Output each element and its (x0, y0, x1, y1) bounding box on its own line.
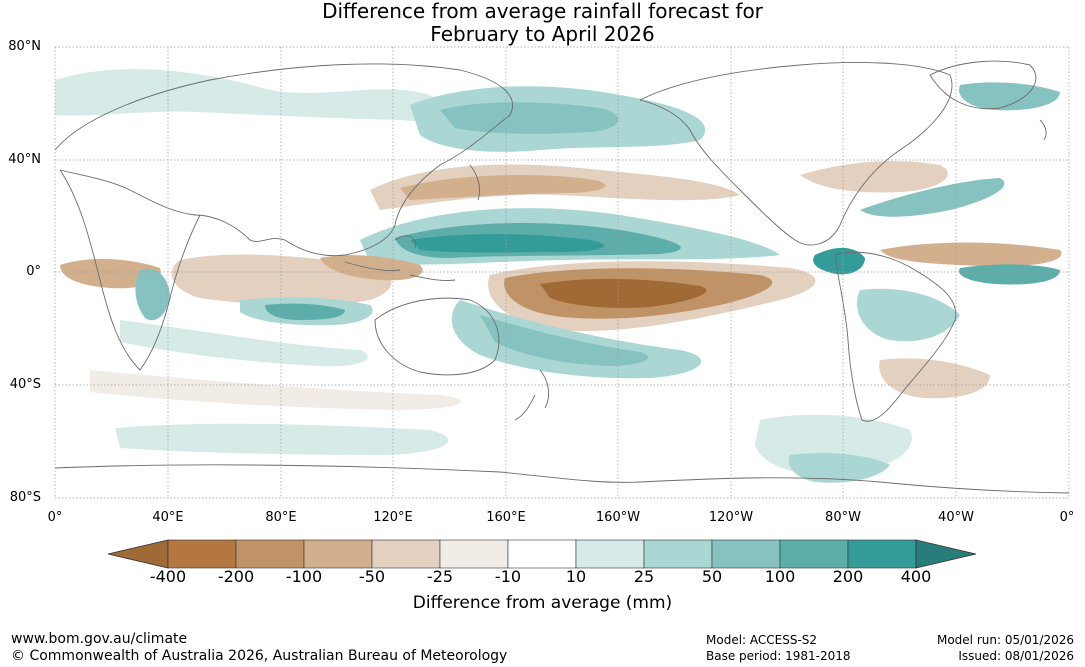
legend-swatch (507, 539, 577, 569)
legend-tick: -10 (494, 567, 522, 586)
lon-label-0-west: 0° (47, 510, 63, 525)
anomaly-north-pacific-wet-core (440, 102, 619, 134)
legend-swatch (711, 539, 781, 569)
anomaly-north-atlantic-dry (800, 161, 948, 193)
legend-extend-max (915, 539, 977, 569)
coastline-africa (59, 169, 201, 371)
lon-label-80e: 80°E (265, 510, 297, 525)
lon-label-160w: 160°W (595, 510, 641, 525)
anomaly-north-atlantic-wet (860, 178, 1005, 217)
legend-swatch (847, 539, 917, 569)
anomaly-madagascar-wet (135, 268, 170, 321)
anomaly-greenland-wet (959, 82, 1060, 111)
graticule (54, 46, 1070, 499)
lat-label-40s: 40°S (9, 377, 41, 392)
footer-url: www.bom.gov.au/climate (11, 631, 188, 647)
title-line-2: February to April 2026 (430, 22, 655, 46)
lon-label-120w: 120°W (708, 510, 754, 525)
rainfall-anomaly-fields (55, 69, 1062, 483)
legend-tick: 200 (832, 567, 864, 586)
anomaly-central-america-wet (813, 247, 865, 275)
anomaly-southern-ocean-wet (115, 423, 449, 455)
legend-tick: -100 (285, 567, 323, 586)
anomaly-africa-dry (60, 258, 161, 289)
legend-extend-min (107, 539, 169, 569)
anomaly-south-pacific-east-wet-core (788, 453, 890, 483)
coastlines (55, 60, 1069, 494)
legend-tick: -50 (358, 567, 386, 586)
footer-model-run: Model run: 05/01/2026 (936, 633, 1074, 647)
footer-model: Model: ACCESS-S2 (706, 633, 818, 647)
anomaly-indian-ocean-wet-core (265, 303, 345, 320)
map-title: Difference from average rainfall forecas… (0, 0, 1085, 46)
coastline-antarctica (55, 464, 1069, 494)
anomaly-arctic-wet (55, 69, 445, 121)
coastline-indonesia (344, 235, 456, 281)
legend-swatch (439, 539, 509, 569)
anomaly-tropical-atlantic-wet (959, 264, 1060, 285)
anomaly-maritime-dry (320, 255, 423, 281)
coastline-greenland (929, 60, 1037, 110)
legend-tick: 10 (565, 567, 587, 586)
legend-tick: 400 (900, 567, 932, 586)
lat-label-0: 0° (26, 264, 41, 279)
anomaly-south-indian-wet (120, 320, 368, 367)
legend-label: Difference from average (mm) (412, 593, 673, 613)
lat-label-40n: 40°N (8, 152, 41, 167)
legend-swatch (643, 539, 713, 569)
legend-tick: -400 (149, 567, 187, 586)
anomaly-south-pacific-wet-core (480, 315, 649, 366)
footer-base-period: Base period: 1981-2018 (706, 649, 851, 663)
anomaly-west-pacific-wet-core (410, 234, 605, 253)
coastline-uk (1039, 119, 1047, 141)
coastline-new-zealand (514, 369, 550, 421)
legend-tick: 25 (633, 567, 655, 586)
coastline-north-america (639, 62, 953, 246)
coastline-japan (469, 164, 481, 201)
lon-label-40e: 40°E (152, 510, 184, 525)
legend-swatch (235, 539, 305, 569)
legend-swatch (779, 539, 849, 569)
lon-label-160e: 160°E (486, 510, 526, 525)
anomaly-south-atlantic-dry (879, 358, 990, 399)
footer-issued: Issued: 08/01/2026 (958, 649, 1074, 663)
legend-swatch (303, 539, 373, 569)
lon-label-120e: 120°E (373, 510, 413, 525)
rainfall-map (54, 46, 1070, 499)
coastline-australia (374, 297, 500, 376)
lon-label-40w: 40°W (938, 510, 974, 525)
coastline-eurasia (55, 63, 513, 257)
legend-tick: 100 (764, 567, 796, 586)
lat-label-80n: 80°N (8, 39, 41, 54)
legend-tick: 50 (701, 567, 723, 586)
legend-colorbar (107, 539, 977, 569)
footer-copyright: © Commonwealth of Australia 2026, Austra… (11, 648, 508, 664)
lon-label-80w: 80°W (825, 510, 861, 525)
title-line-1: Difference from average rainfall forecas… (322, 0, 763, 23)
anomaly-tropical-atlantic-dry (880, 242, 1062, 267)
legend-swatch (371, 539, 441, 569)
anomaly-nw-pacific-dry-core (400, 175, 606, 200)
anomaly-southern-ocean-dry (90, 370, 461, 410)
anomaly-south-america-wet (856, 288, 960, 342)
legend-swatch (167, 539, 237, 569)
lon-label-0-east: 0° (1059, 510, 1075, 525)
anomaly-equatorial-pacific-dry-core (540, 278, 707, 308)
coastline-south-america (834, 251, 957, 422)
legend-tick: -25 (426, 567, 454, 586)
legend-tick: -200 (217, 567, 255, 586)
legend-swatch (575, 539, 645, 569)
lat-label-80s: 80°S (9, 490, 41, 505)
